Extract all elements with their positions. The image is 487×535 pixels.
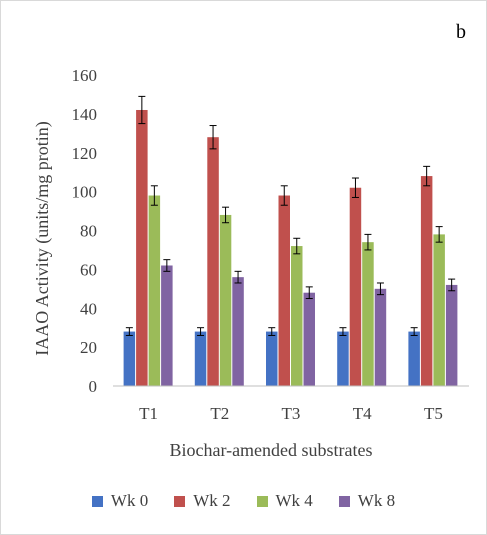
y-tick-label: 140 <box>72 105 98 124</box>
y-tick-label: 0 <box>89 377 98 396</box>
x-tick-label: T4 <box>353 404 372 423</box>
bar <box>219 214 232 386</box>
y-tick-label: 60 <box>80 260 97 279</box>
bar <box>349 187 362 386</box>
x-tick-label: T1 <box>139 404 158 423</box>
bar <box>266 331 278 386</box>
y-axis-title: IAAO Activity (units/mg protin) <box>32 121 53 355</box>
legend-swatch <box>256 495 268 507</box>
y-tick-label: 160 <box>72 66 98 85</box>
x-tick-label: T2 <box>210 404 229 423</box>
y-tick-label: 40 <box>80 299 97 318</box>
bar <box>374 288 387 386</box>
legend-swatch <box>174 495 186 507</box>
bar <box>433 234 445 386</box>
bar <box>291 246 303 386</box>
bar <box>362 242 374 386</box>
bar <box>148 195 161 386</box>
bar <box>123 331 136 386</box>
bar <box>445 284 458 386</box>
bar <box>232 277 244 386</box>
y-tick-label: 80 <box>80 222 97 241</box>
legend-label: Wk 8 <box>357 491 396 510</box>
bar <box>194 331 207 386</box>
bar <box>337 331 349 386</box>
legend-swatch <box>338 495 350 507</box>
panel-label: b <box>456 21 466 43</box>
bar <box>207 137 219 386</box>
x-tick-label: T3 <box>282 404 301 423</box>
bar <box>303 292 315 386</box>
bar <box>278 195 290 386</box>
legend-label: Wk 4 <box>275 491 313 510</box>
x-tick-label: T5 <box>424 404 443 423</box>
legend-item: Wk 4 <box>256 491 313 511</box>
bar <box>408 331 420 386</box>
legend-item: Wk 2 <box>174 491 231 511</box>
bar <box>161 265 173 386</box>
y-tick-label: 100 <box>72 183 98 202</box>
legend-label: Wk 2 <box>193 491 231 510</box>
x-axis-title: Biochar-amended substrates <box>169 440 372 460</box>
legend-item: Wk 8 <box>338 491 396 511</box>
chart-legend: Wk 0 Wk 2 Wk 4 Wk 8 <box>1 491 486 511</box>
y-tick-label: 20 <box>80 338 97 357</box>
bar-chart-plot: 0 20 40 60 80 100 120 140 160 IAAO Activity (unit… <box>32 66 469 460</box>
bar <box>420 176 433 386</box>
legend-item: Wk 0 <box>91 491 149 511</box>
bar <box>136 109 148 387</box>
legend-swatch <box>91 495 103 507</box>
y-tick-label: 120 <box>72 144 98 163</box>
legend-label: Wk 0 <box>110 491 149 510</box>
